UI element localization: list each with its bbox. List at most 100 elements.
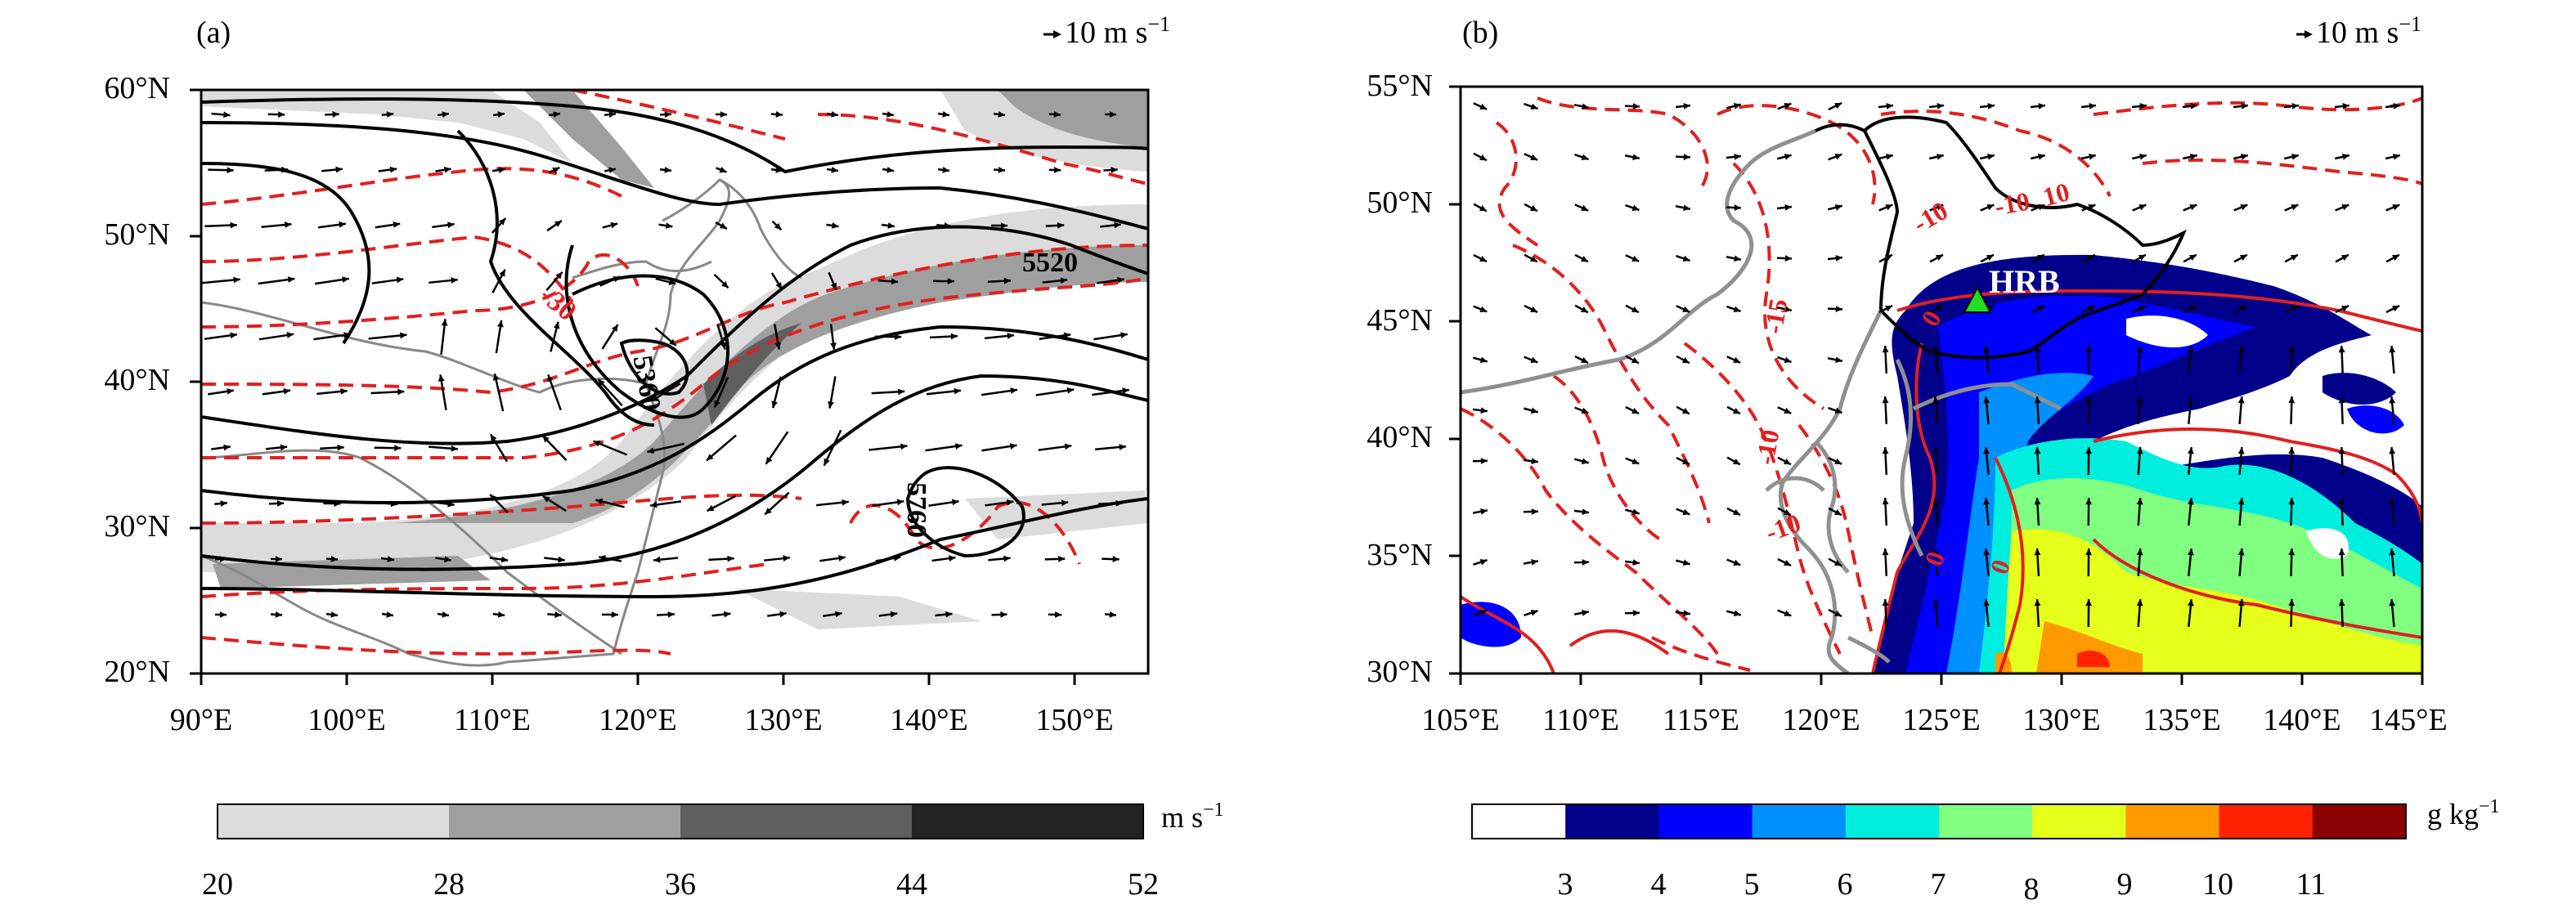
colorbar-a-tick-44: 44 — [896, 867, 927, 902]
wind-vector-head — [719, 166, 727, 173]
panel-a: (a) 10 m s−1 — [104, 12, 1223, 902]
wind-vector-head — [891, 278, 899, 285]
wind-vector-head — [1932, 548, 1940, 556]
panel-a-lat-labels: 20°N 30°N 40°N 50°N 60°N — [104, 71, 170, 689]
lon-label-b-145E: 145°E — [2369, 703, 2447, 737]
wind-vector-head — [497, 320, 504, 328]
lat-label-60N: 60°N — [104, 71, 170, 105]
colorbar-b-bin-6 — [1939, 804, 2033, 839]
wind-vector-head — [553, 111, 560, 119]
wind-vector-head — [2136, 599, 2143, 606]
wind-vector-head — [831, 166, 838, 173]
wind-vector-head — [824, 458, 830, 466]
wind-vectors-a — [201, 110, 1129, 618]
svg-text:g kg−1: g kg−1 — [2427, 796, 2500, 830]
wind-vector-head — [895, 333, 902, 340]
wind-vector-head — [1479, 103, 1488, 110]
wind-vector-head — [774, 342, 782, 350]
wind-vector-head — [2288, 548, 2296, 556]
wind-vector-head — [280, 444, 288, 451]
wind-vector-head — [1932, 599, 1940, 606]
wind-vector-head — [1479, 255, 1488, 262]
wind-vector-head — [2389, 346, 2396, 353]
wind-vector-head — [1784, 306, 1792, 313]
svg-text:10 m s−1: 10 m s−1 — [1065, 12, 1170, 50]
colorbar-b-tick-5: 5 — [1744, 867, 1760, 902]
wind-vector-head — [1983, 548, 1990, 556]
wind-vector-head — [2085, 396, 2093, 404]
wind-vector-head — [1111, 167, 1118, 173]
wind-vector-head — [1632, 103, 1640, 110]
wind-vector-head — [944, 222, 951, 229]
wind-vector-head — [1734, 204, 1741, 211]
panel-a-ticks — [190, 88, 1076, 685]
wind-vector-head — [835, 611, 842, 618]
panel-b-lon-labels: 105°E 110°E 115°E 120°E 125°E 130°E 135°… — [1421, 703, 2447, 737]
wind-vector-head — [721, 280, 729, 289]
panel-b-ticks — [1449, 85, 2424, 685]
wind-vector-head — [339, 221, 346, 228]
wind-vector-head — [1886, 153, 1893, 160]
wind-vector-head — [2291, 153, 2299, 160]
wind-vector-head — [779, 611, 787, 618]
wind-vector-head — [332, 111, 339, 118]
wind-vector-head — [2288, 599, 2296, 606]
colorbar-b: g kg−1 3 4 5 6 7 8 9 10 11 — [1471, 796, 2500, 904]
wind-vector-head — [1835, 356, 1842, 364]
wind-vector-head — [1007, 333, 1014, 339]
wind-vector-head — [1480, 407, 1488, 414]
wind-vector-head — [599, 555, 606, 562]
colorbar-b-bin-4 — [1752, 804, 1847, 839]
wind-vector-head — [1054, 167, 1061, 173]
wind-vector-head — [2237, 548, 2245, 556]
wind-vector-head — [1733, 306, 1741, 312]
wind-vector-head — [1983, 498, 1990, 505]
wind-vector-head — [707, 504, 715, 512]
wind-vector-head — [1064, 443, 1072, 450]
wind-vector-head — [1882, 498, 1889, 505]
wind-vector-head — [2190, 103, 2197, 110]
colorbar-a-tick-52: 52 — [1128, 867, 1159, 902]
wind-vector-head — [1000, 222, 1008, 229]
wind-vector-head — [558, 556, 565, 563]
colorbar-b-unit-exp: −1 — [2479, 796, 2500, 817]
wind-vector-head — [1119, 444, 1126, 450]
wind-vector-head — [765, 456, 773, 464]
wind-vector-head — [2392, 204, 2400, 211]
wind-vector-head — [2034, 498, 2041, 505]
wind-vector-head — [897, 388, 905, 396]
wind-vector-head — [2288, 498, 2296, 505]
wind-vector-head — [442, 611, 449, 618]
wind-vector-head — [1734, 255, 1741, 262]
wind-vector-head — [2136, 498, 2143, 505]
panel-b: (b) 10 m s−1 — [1367, 12, 2499, 904]
wind-vector-head — [230, 222, 237, 229]
wind-vector-head — [2136, 548, 2143, 556]
wind-vector-head — [1835, 306, 1842, 312]
wind-vector-head — [1631, 458, 1640, 464]
wind-vector-head — [2187, 498, 2194, 505]
wind-vector-head — [1063, 332, 1071, 339]
wind-vector-head — [1060, 277, 1068, 284]
wind-vector-head — [1733, 356, 1741, 363]
wind-vector-head — [1112, 556, 1120, 562]
wind-vector-head — [1479, 306, 1488, 312]
wind-vector-head — [2034, 396, 2041, 404]
wind-vector-head — [1066, 387, 1075, 394]
wind-vector-head — [1530, 609, 1538, 616]
wind-vector-head — [227, 167, 234, 174]
wind-vector-head — [1682, 559, 1690, 566]
lat-label-50N: 50°N — [104, 217, 170, 252]
wind-vector-head — [334, 500, 341, 507]
wind-vector-head — [1122, 387, 1129, 394]
wind-vector-head — [1582, 609, 1589, 616]
wind-vector-head — [287, 276, 295, 283]
panel-a-ref-vector-text: 10 m s — [1065, 16, 1147, 50]
coastlines-a — [201, 178, 802, 667]
wind-vector-head — [2037, 204, 2045, 211]
wind-vector-head — [1480, 508, 1488, 515]
wind-vector-head — [830, 342, 837, 350]
wind-vector-head — [608, 111, 616, 119]
wind-vector-head — [1784, 610, 1792, 616]
wind-vector-head — [1833, 508, 1842, 516]
